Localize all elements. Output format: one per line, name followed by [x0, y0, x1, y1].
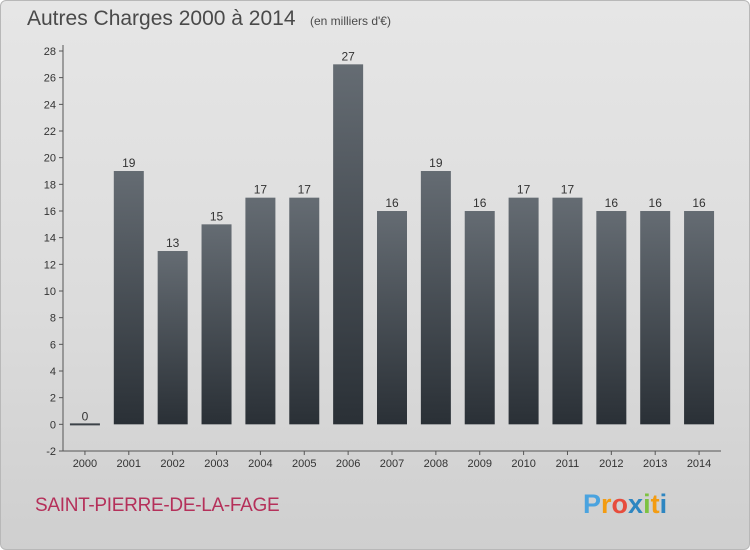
- bar: [245, 197, 276, 425]
- bar: [508, 197, 539, 425]
- x-tick-label: 2012: [599, 458, 623, 470]
- data-label: 17: [254, 183, 268, 197]
- chart-subtitle: (en milliers d'€): [309, 14, 391, 28]
- bar: [289, 197, 320, 425]
- bar: [201, 224, 232, 425]
- x-tick-label: 2013: [643, 458, 667, 470]
- x-tick-label: 2007: [380, 458, 404, 470]
- data-label: 16: [385, 196, 399, 210]
- bar: [552, 197, 583, 425]
- x-tick-label: 2001: [117, 458, 141, 470]
- data-label: 16: [605, 196, 619, 210]
- y-tick-label: 10: [44, 286, 56, 298]
- bar: [157, 251, 188, 425]
- x-tick-label: 2003: [204, 458, 228, 470]
- bars-group: 0 19 13 15 17 17 27 16 19 16 17 17 16 16 16: [69, 49, 715, 426]
- x-tick-label: 2000: [73, 458, 97, 470]
- y-tick-label: -2: [46, 446, 56, 458]
- data-label: 19: [429, 156, 443, 170]
- chart-title: Autres Charges 2000 à 2014: [27, 7, 296, 30]
- data-label: 17: [517, 183, 531, 197]
- commune-name: SAINT-PIERRE-DE-LA-FAGE: [35, 495, 280, 516]
- bar: [640, 211, 671, 425]
- y-tick-label: 22: [44, 126, 56, 138]
- x-tick-label: 2008: [424, 458, 448, 470]
- x-tick-label: 2002: [160, 458, 184, 470]
- data-label: 13: [166, 236, 180, 250]
- bar: [596, 211, 627, 425]
- x-tick-label: 2009: [467, 458, 491, 470]
- data-label: 15: [210, 209, 224, 223]
- logo-letter: r: [601, 489, 612, 519]
- y-tick-label: 12: [44, 259, 56, 271]
- y-tick-label: 20: [44, 153, 56, 165]
- x-tick-label: 2014: [687, 458, 711, 470]
- y-tick-label: 4: [50, 366, 56, 378]
- y-tick-label: 24: [44, 99, 56, 111]
- y-tick-label: 18: [44, 179, 56, 191]
- y-tick-label: 0: [50, 419, 56, 431]
- logo-letter: t: [650, 489, 660, 519]
- x-tick-label: 2005: [292, 458, 316, 470]
- logo-letter: x: [628, 489, 644, 519]
- data-label: 16: [473, 196, 487, 210]
- data-label: 17: [561, 183, 575, 197]
- bar: [377, 211, 407, 425]
- data-label: 27: [341, 49, 355, 63]
- y-tick-label: 28: [44, 46, 56, 58]
- proxiti-logo: Proxiti: [583, 489, 667, 520]
- logo-letter: o: [611, 489, 629, 519]
- bar: [420, 171, 451, 425]
- logo-letter: P: [583, 489, 602, 519]
- y-tick-label: 2: [50, 393, 56, 405]
- y-tick-label: 14: [44, 233, 56, 245]
- x-tick-label: 2004: [248, 458, 272, 470]
- data-label: 16: [649, 196, 663, 210]
- bar: [464, 211, 495, 425]
- y-tick-label: 26: [44, 73, 56, 85]
- y-tick-label: 8: [50, 313, 56, 325]
- data-label: 0: [82, 409, 89, 423]
- bar: [113, 171, 144, 425]
- logo-letter: i: [659, 489, 668, 519]
- x-tick-label: 2006: [336, 458, 360, 470]
- x-tick-label: 2011: [556, 458, 580, 470]
- y-tick-label: 6: [50, 339, 56, 351]
- data-label: 19: [122, 156, 136, 170]
- y-tick-label: 16: [44, 206, 56, 218]
- bar: [333, 64, 364, 425]
- x-tick-label: 2010: [511, 458, 535, 470]
- data-label: 16: [692, 196, 706, 210]
- bar: [684, 211, 715, 425]
- data-label: 17: [298, 183, 312, 197]
- logo-letter: i: [643, 489, 651, 519]
- title-block: Autres Charges 2000 à 2014 (en milliers …: [27, 7, 391, 31]
